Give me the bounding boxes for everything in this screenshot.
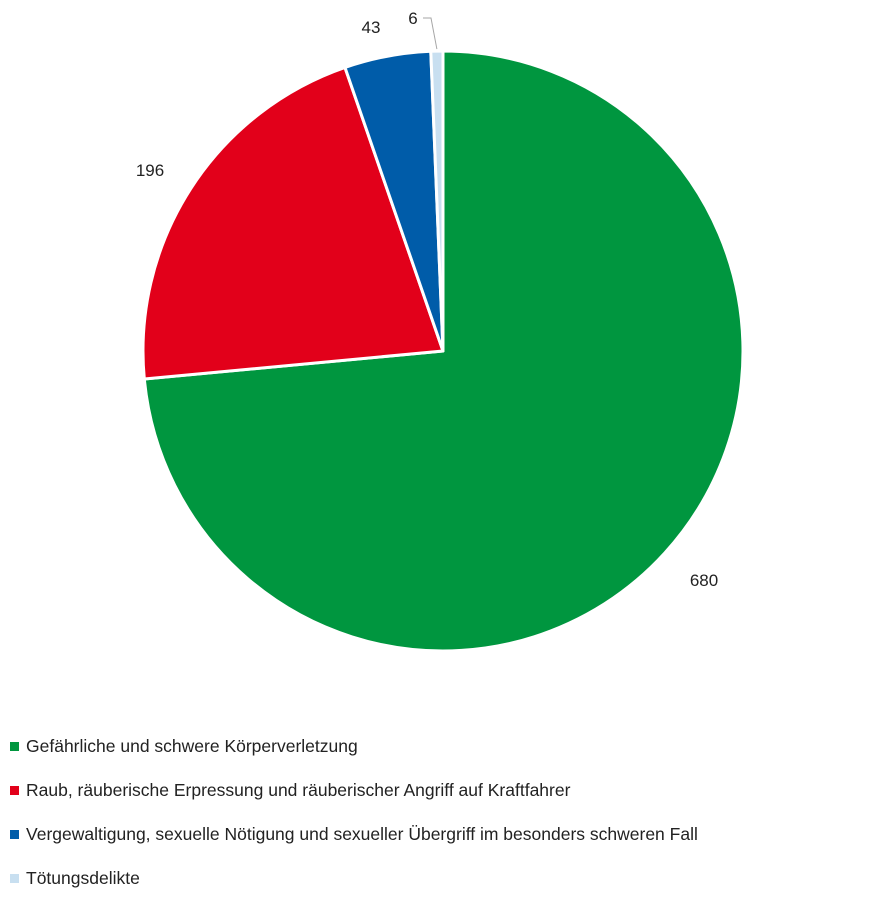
legend-item: Raub, räuberische Erpressung und räuberi… bbox=[10, 778, 876, 802]
legend-label: Vergewaltigung, sexuelle Nötigung und se… bbox=[26, 823, 698, 844]
legend-item: Gefährliche und schwere Körperverletzung bbox=[10, 734, 876, 758]
legend-item: Vergewaltigung, sexuelle Nötigung und se… bbox=[10, 822, 876, 846]
pie-slices bbox=[141, 49, 745, 653]
data-label-vergewaltigung: 43 bbox=[362, 18, 381, 37]
legend-swatch bbox=[10, 873, 19, 883]
pie-slice-toetungsdelikte bbox=[429, 49, 445, 353]
data-label-raub: 196 bbox=[136, 161, 164, 180]
legend-label: Gefährliche und schwere Körperverletzung bbox=[26, 735, 358, 756]
pie-chart: 680 196 43 6 bbox=[136, 9, 745, 653]
legend: Gefährliche und schwere Körperverletzung… bbox=[10, 734, 876, 910]
legend-item: Tötungsdelikte bbox=[10, 866, 876, 890]
leader-line bbox=[423, 17, 438, 50]
legend-swatch bbox=[10, 785, 19, 795]
pie-data-labels: 680 196 43 6 bbox=[136, 9, 718, 590]
legend-label: Tötungsdelikte bbox=[26, 867, 140, 888]
data-label-toetungsdelikte: 6 bbox=[408, 9, 417, 28]
legend-label: Raub, räuberische Erpressung und räuberi… bbox=[26, 779, 571, 800]
legend-swatch bbox=[10, 741, 19, 751]
legend-swatch bbox=[10, 829, 19, 839]
pie-slice-raub bbox=[141, 65, 445, 381]
data-label-koerperverletzung: 680 bbox=[690, 571, 718, 590]
